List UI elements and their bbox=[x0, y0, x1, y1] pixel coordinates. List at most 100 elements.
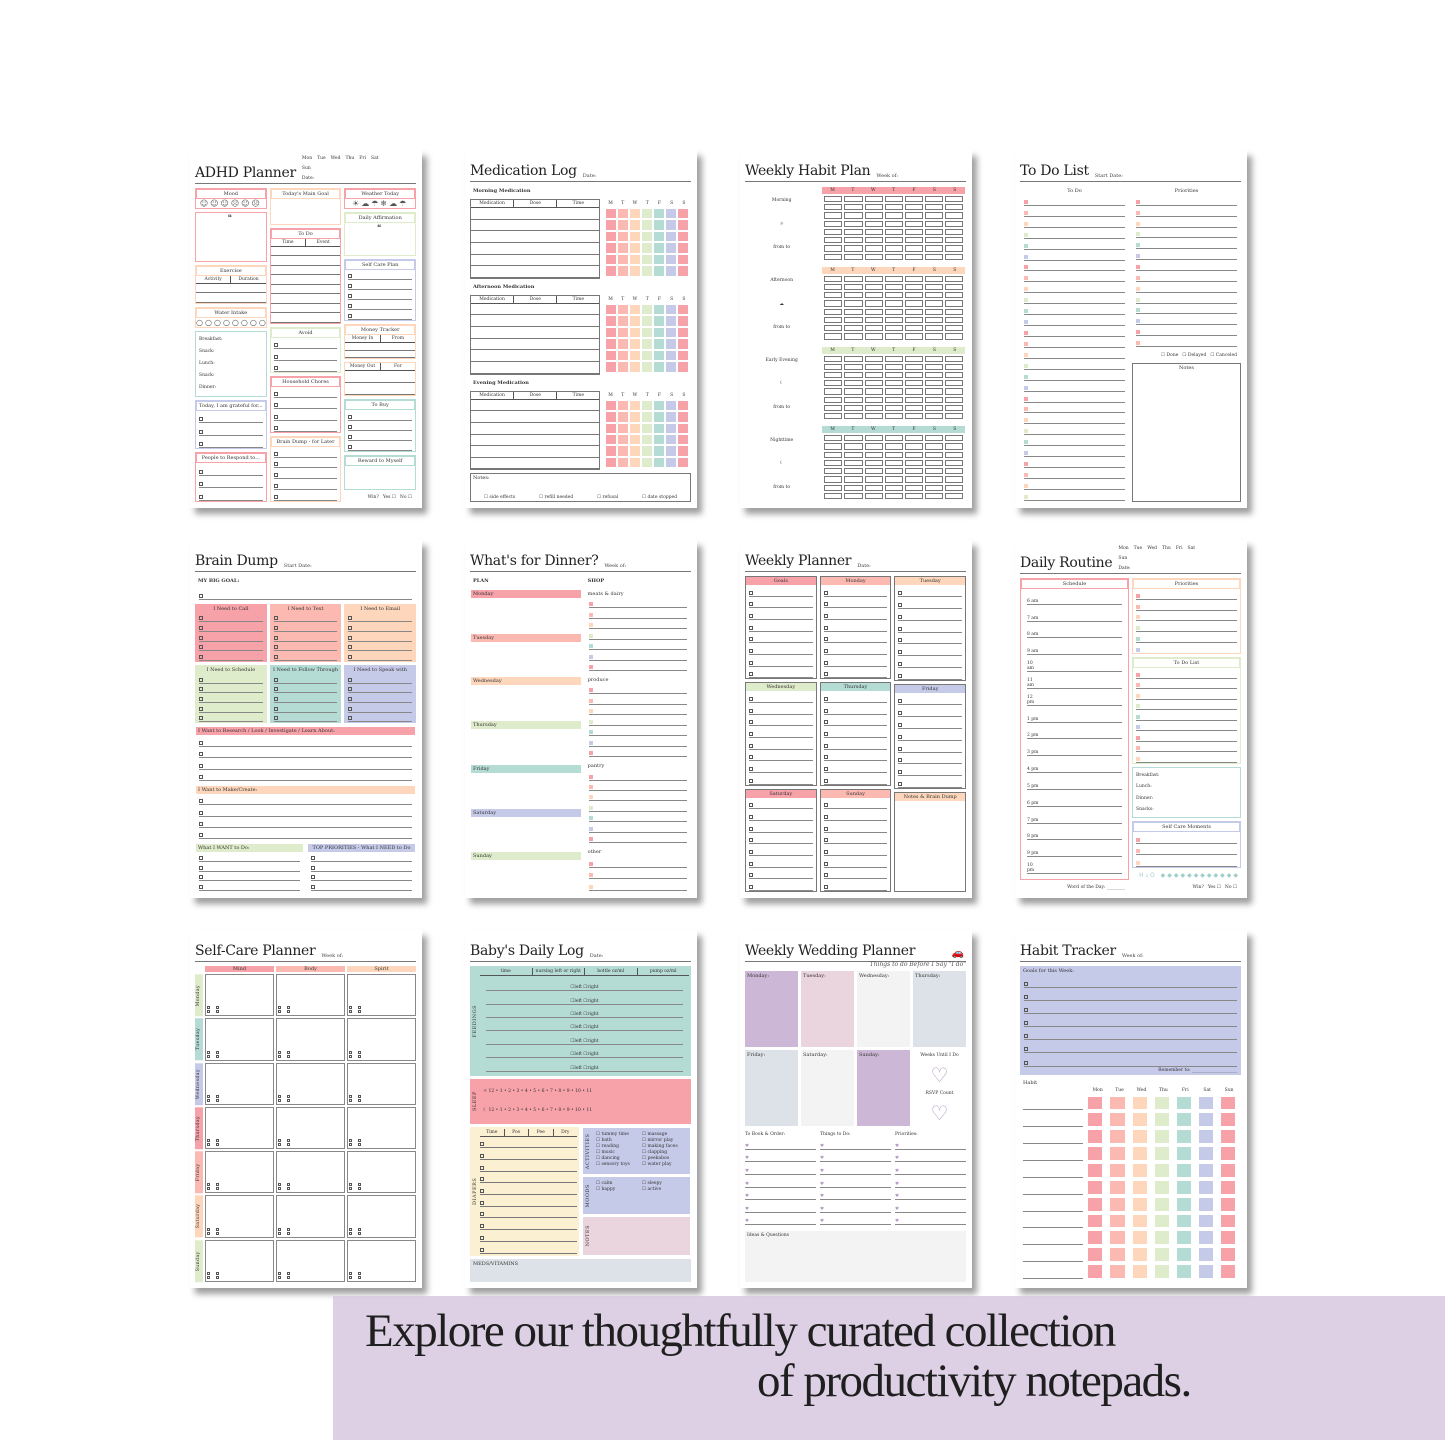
checkbox[interactable] bbox=[199, 616, 203, 621]
checkbox[interactable] bbox=[349, 1275, 352, 1279]
checkbox[interactable] bbox=[480, 1247, 484, 1252]
checkbox[interactable] bbox=[273, 706, 278, 711]
checkbox[interactable] bbox=[287, 1010, 290, 1014]
checkbox[interactable] bbox=[749, 649, 753, 654]
checkbox[interactable] bbox=[358, 1054, 361, 1058]
checkbox[interactable] bbox=[273, 687, 278, 692]
checkbox[interactable] bbox=[823, 625, 828, 630]
checkbox[interactable] bbox=[278, 1050, 281, 1054]
checkbox[interactable] bbox=[348, 655, 353, 660]
checkbox[interactable] bbox=[287, 1183, 290, 1187]
checkbox[interactable] bbox=[349, 1006, 352, 1010]
checkbox[interactable] bbox=[207, 1227, 210, 1231]
checkbox[interactable] bbox=[358, 1143, 361, 1147]
checkbox[interactable] bbox=[207, 1271, 210, 1275]
checkbox[interactable] bbox=[348, 435, 353, 440]
checkbox[interactable] bbox=[199, 856, 203, 861]
checkbox[interactable] bbox=[273, 343, 278, 348]
checkbox[interactable] bbox=[823, 803, 828, 808]
checkbox[interactable] bbox=[311, 885, 315, 889]
checkbox[interactable] bbox=[278, 1183, 281, 1187]
checkbox[interactable] bbox=[278, 1275, 281, 1279]
checkbox[interactable] bbox=[199, 655, 203, 660]
checkbox[interactable] bbox=[898, 699, 903, 704]
weekday[interactable]: Tue bbox=[1133, 546, 1143, 551]
checkbox[interactable] bbox=[349, 1054, 352, 1058]
checkbox[interactable] bbox=[273, 495, 278, 500]
checkbox[interactable] bbox=[349, 1050, 352, 1054]
checkbox[interactable] bbox=[199, 429, 203, 434]
checkbox[interactable] bbox=[273, 462, 278, 467]
checkbox[interactable] bbox=[273, 403, 278, 408]
weekday[interactable]: Mon bbox=[301, 156, 313, 161]
checkbox[interactable] bbox=[216, 1187, 219, 1191]
weekday[interactable]: Fri bbox=[1175, 546, 1183, 551]
checkbox[interactable] bbox=[480, 1224, 484, 1229]
checkbox[interactable] bbox=[199, 494, 203, 499]
checkbox[interactable] bbox=[480, 1142, 484, 1147]
checkbox[interactable] bbox=[287, 1139, 290, 1143]
checkbox[interactable] bbox=[199, 763, 203, 768]
weekday[interactable]: Sun bbox=[1118, 556, 1128, 561]
checkbox[interactable] bbox=[216, 1271, 219, 1275]
checkbox[interactable] bbox=[823, 590, 828, 595]
checkbox[interactable] bbox=[823, 826, 828, 831]
checkbox[interactable] bbox=[898, 590, 903, 595]
checkbox[interactable] bbox=[278, 1139, 281, 1143]
checkbox[interactable] bbox=[207, 1050, 210, 1054]
weekday[interactable]: Sun bbox=[301, 166, 311, 171]
weekday[interactable]: Sat bbox=[1187, 546, 1196, 551]
checkbox[interactable] bbox=[348, 645, 353, 650]
checkbox[interactable] bbox=[898, 614, 903, 619]
checkbox[interactable] bbox=[823, 614, 828, 619]
checkbox[interactable] bbox=[823, 885, 828, 890]
checkbox[interactable] bbox=[349, 1187, 352, 1191]
checkbox[interactable] bbox=[273, 366, 278, 371]
weekday[interactable]: Thu bbox=[345, 156, 355, 161]
checkbox[interactable] bbox=[216, 1094, 219, 1098]
checkbox[interactable] bbox=[287, 1187, 290, 1191]
checkbox[interactable] bbox=[749, 778, 753, 783]
checkbox[interactable] bbox=[216, 1006, 219, 1010]
checkbox[interactable] bbox=[823, 767, 828, 772]
checkbox[interactable] bbox=[287, 1006, 290, 1010]
checkbox[interactable] bbox=[823, 697, 828, 701]
checkbox[interactable] bbox=[1024, 982, 1028, 987]
checkbox[interactable] bbox=[749, 732, 753, 737]
checkbox[interactable] bbox=[216, 1054, 219, 1058]
checkbox[interactable] bbox=[273, 484, 278, 489]
checkbox[interactable] bbox=[349, 1139, 352, 1143]
checkbox[interactable] bbox=[199, 677, 203, 682]
checkbox[interactable] bbox=[348, 687, 353, 692]
checkbox[interactable] bbox=[749, 850, 753, 855]
checkbox[interactable] bbox=[199, 799, 203, 804]
checkbox[interactable] bbox=[480, 1212, 484, 1217]
checkbox[interactable] bbox=[348, 445, 353, 450]
checkbox[interactable] bbox=[348, 304, 353, 309]
checkbox[interactable] bbox=[199, 469, 203, 474]
checkbox[interactable] bbox=[199, 645, 203, 650]
checkbox[interactable] bbox=[199, 822, 203, 827]
checkbox[interactable] bbox=[207, 1187, 210, 1191]
checkbox[interactable] bbox=[287, 1094, 290, 1098]
checkbox[interactable] bbox=[207, 1183, 210, 1187]
checkbox[interactable] bbox=[207, 1231, 210, 1235]
checkbox[interactable] bbox=[749, 767, 753, 772]
checkbox[interactable] bbox=[199, 875, 203, 880]
weekday[interactable]: Thu bbox=[1162, 546, 1171, 551]
checkbox[interactable] bbox=[823, 815, 828, 819]
checkbox[interactable] bbox=[216, 1231, 219, 1235]
checkbox[interactable] bbox=[358, 1139, 361, 1143]
checkbox[interactable] bbox=[358, 1231, 361, 1235]
checkbox[interactable] bbox=[199, 885, 203, 889]
checkbox[interactable] bbox=[273, 716, 278, 721]
checkbox[interactable] bbox=[1024, 1034, 1028, 1039]
checkbox[interactable] bbox=[898, 758, 903, 763]
weekday[interactable]: Fri bbox=[359, 156, 367, 161]
checkbox[interactable] bbox=[358, 1271, 361, 1275]
checkbox[interactable] bbox=[348, 294, 353, 299]
checkbox[interactable] bbox=[278, 1010, 281, 1014]
checkbox[interactable] bbox=[348, 314, 353, 319]
checkbox[interactable] bbox=[273, 697, 278, 702]
checkbox[interactable] bbox=[358, 1098, 361, 1102]
